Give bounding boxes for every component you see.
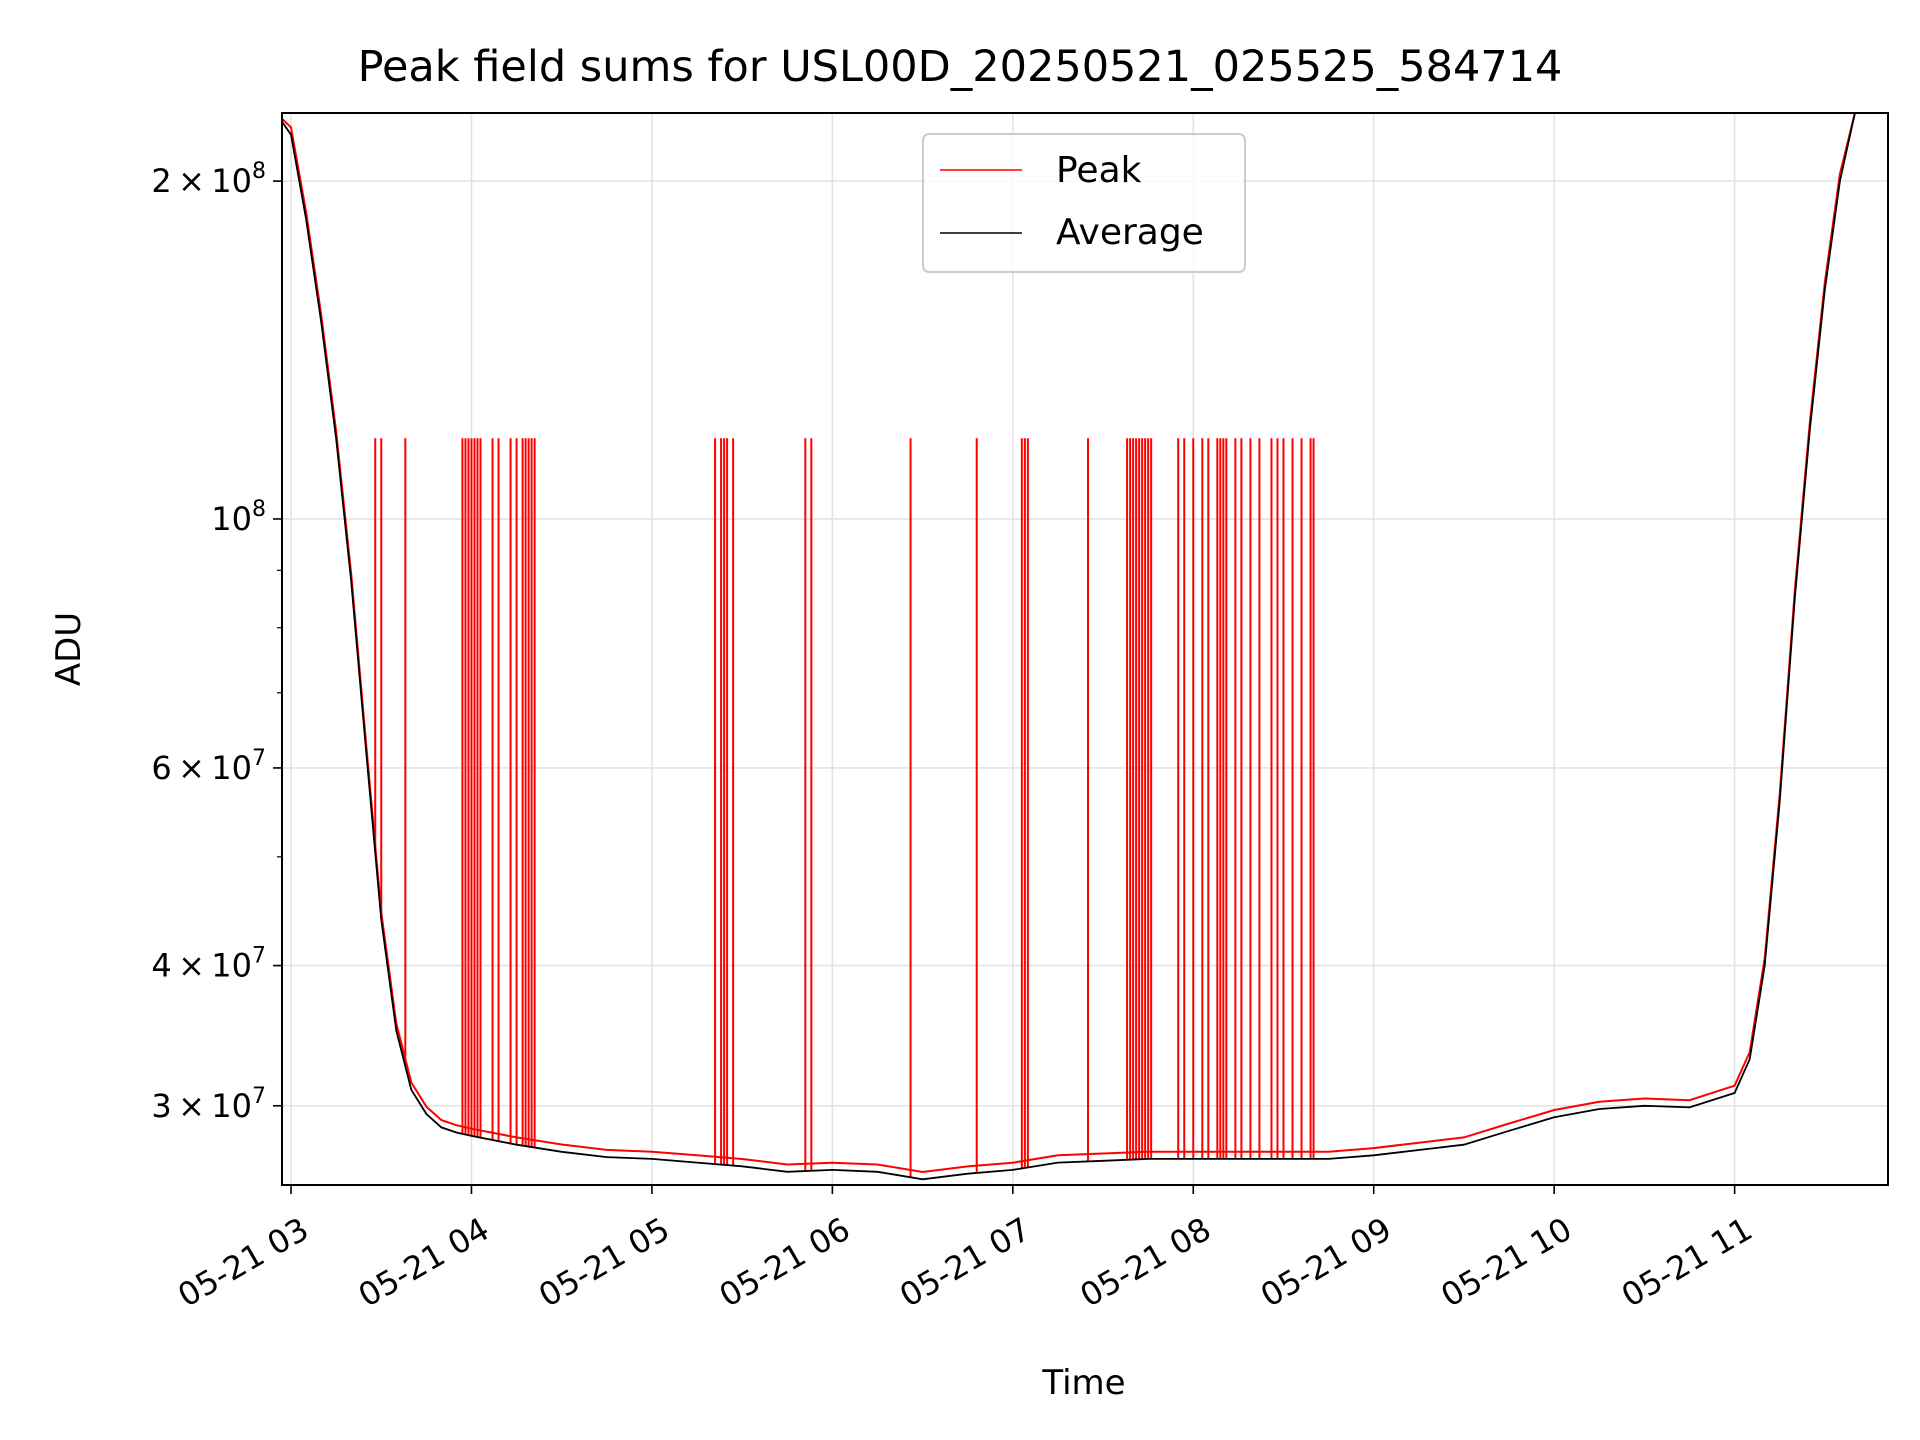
y-tick-base: 2 × 10	[151, 162, 252, 200]
y-tick-exponent: 8	[252, 159, 266, 184]
y-tick-label: 108	[211, 497, 266, 538]
plot-frame	[281, 112, 1889, 1186]
peak-series-line	[282, 113, 1856, 1174]
data-layer	[282, 113, 1856, 1181]
y-tick-label: 6 × 107	[151, 746, 266, 787]
x-tick-label: 05-21 08	[1074, 1210, 1218, 1315]
x-tick-label: 05-21 05	[532, 1210, 676, 1315]
y-tick-exponent: 7	[252, 746, 266, 771]
x-tick-label: 05-21 09	[1254, 1210, 1398, 1315]
y-tick-exponent: 8	[252, 497, 266, 522]
chart-title: Peak field sums for USL00D_20250521_0255…	[357, 42, 1563, 92]
x-tick-label: 05-21 03	[171, 1210, 315, 1315]
y-tick-base: 4 × 10	[151, 947, 252, 985]
y-tick-base: 10	[211, 500, 252, 538]
x-tick-label: 05-21 07	[893, 1210, 1037, 1315]
y-tick-label: 2 × 108	[151, 159, 266, 200]
x-tick-label: 05-21 06	[713, 1210, 857, 1315]
y-tick-base: 6 × 10	[151, 749, 252, 787]
average-series-line	[282, 113, 1856, 1181]
tick-layer: 05-21 03 05-21 04 05-21 05 05-21 06 05-21 07…	[151, 159, 1758, 1315]
x-tick-label: 05-21 04	[352, 1210, 496, 1315]
y-tick-label: 4 × 107	[151, 944, 266, 985]
y-tick-label: 3 × 107	[151, 1084, 266, 1125]
x-tick-label: 05-21 11	[1615, 1210, 1759, 1315]
y-tick-exponent: 7	[252, 1084, 266, 1109]
x-axis-title: Time	[1041, 1363, 1125, 1403]
y-tick-base: 3 × 10	[151, 1087, 252, 1125]
legend-box	[922, 133, 1246, 273]
legend-label-peak: Peak	[1056, 150, 1142, 191]
y-axis-title: ADU	[49, 612, 89, 686]
legend: Peak Average	[922, 133, 1246, 273]
y-tick-exponent: 7	[252, 944, 266, 969]
x-tick-label: 05-21 10	[1435, 1210, 1579, 1315]
legend-label-average: Average	[1056, 212, 1204, 253]
